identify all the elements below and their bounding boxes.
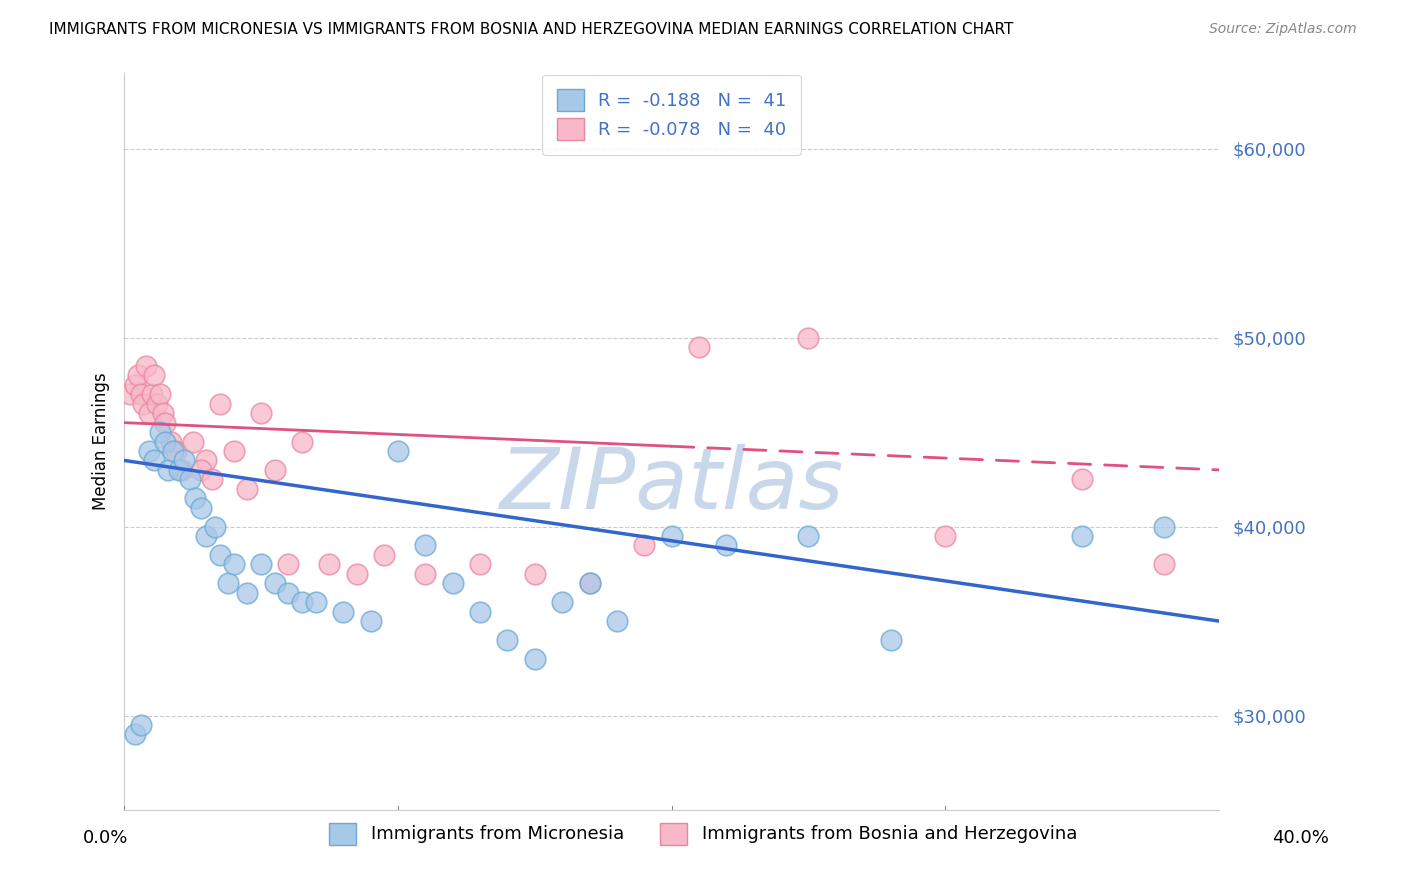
Point [195,529,218,543]
Point [195,453,218,467]
Point [688,340,710,354]
Point [141,387,163,401]
Point [797,330,820,344]
Point [263,463,285,477]
Point [277,558,299,572]
Point [250,558,273,572]
Point [468,605,491,619]
Point [797,529,820,543]
Point [496,632,519,647]
Point [236,586,259,600]
Point [633,539,655,553]
Point [523,566,546,581]
Y-axis label: Median Earnings: Median Earnings [93,373,110,510]
Point [138,406,160,420]
Point [162,444,184,458]
Point [1071,529,1094,543]
Point [129,718,152,732]
Point [523,652,546,666]
Point [578,576,600,591]
Point [143,453,166,467]
Point [387,444,409,458]
Point [127,368,149,383]
Point [152,406,174,420]
Point [879,632,901,647]
Legend: R =  -0.188   N =  41, R =  -0.078   N =  40: R = -0.188 N = 41, R = -0.078 N = 40 [543,75,801,155]
Point [413,566,436,581]
Point [165,444,187,458]
Point [468,558,491,572]
Point [413,539,436,553]
Point [1153,519,1175,533]
Point [606,614,628,628]
Point [181,434,204,449]
Point [190,463,212,477]
Point [222,444,245,458]
Point [934,529,956,543]
Point [441,576,464,591]
Point [155,416,177,430]
Text: IMMIGRANTS FROM MICRONESIA VS IMMIGRANTS FROM BOSNIA AND HERZEGOVINA MEDIAN EARN: IMMIGRANTS FROM MICRONESIA VS IMMIGRANTS… [49,22,1014,37]
Point [222,558,245,572]
Point [208,548,231,562]
Point [124,727,146,741]
Point [318,558,340,572]
Point [143,368,166,383]
Point [716,539,738,553]
Point [129,387,152,401]
Point [360,614,382,628]
Point [1071,472,1094,486]
Point [208,397,231,411]
Point [159,434,181,449]
Text: 0.0%: 0.0% [83,829,128,847]
Point [179,472,201,486]
Point [201,472,224,486]
Point [217,576,239,591]
Point [149,425,172,439]
Point [138,444,160,458]
Point [146,397,169,411]
Point [204,519,226,533]
Legend: Immigrants from Micronesia, Immigrants from Bosnia and Herzegovina: Immigrants from Micronesia, Immigrants f… [322,815,1084,852]
Point [170,463,193,477]
Point [135,359,157,373]
Point [173,453,195,467]
Point [277,586,299,600]
Point [118,387,141,401]
Point [1153,558,1175,572]
Point [155,434,177,449]
Point [184,491,207,506]
Point [291,434,314,449]
Point [149,387,172,401]
Point [578,576,600,591]
Text: Source: ZipAtlas.com: Source: ZipAtlas.com [1209,22,1357,37]
Point [346,566,368,581]
Point [305,595,328,609]
Text: ZIPatlas: ZIPatlas [499,444,844,527]
Text: 40.0%: 40.0% [1272,829,1329,847]
Point [551,595,574,609]
Point [124,377,146,392]
Point [332,605,354,619]
Point [132,397,155,411]
Point [156,463,179,477]
Point [291,595,314,609]
Point [373,548,395,562]
Point [250,406,273,420]
Point [661,529,683,543]
Point [263,576,285,591]
Point [167,463,190,477]
Point [236,482,259,496]
Point [190,500,212,515]
